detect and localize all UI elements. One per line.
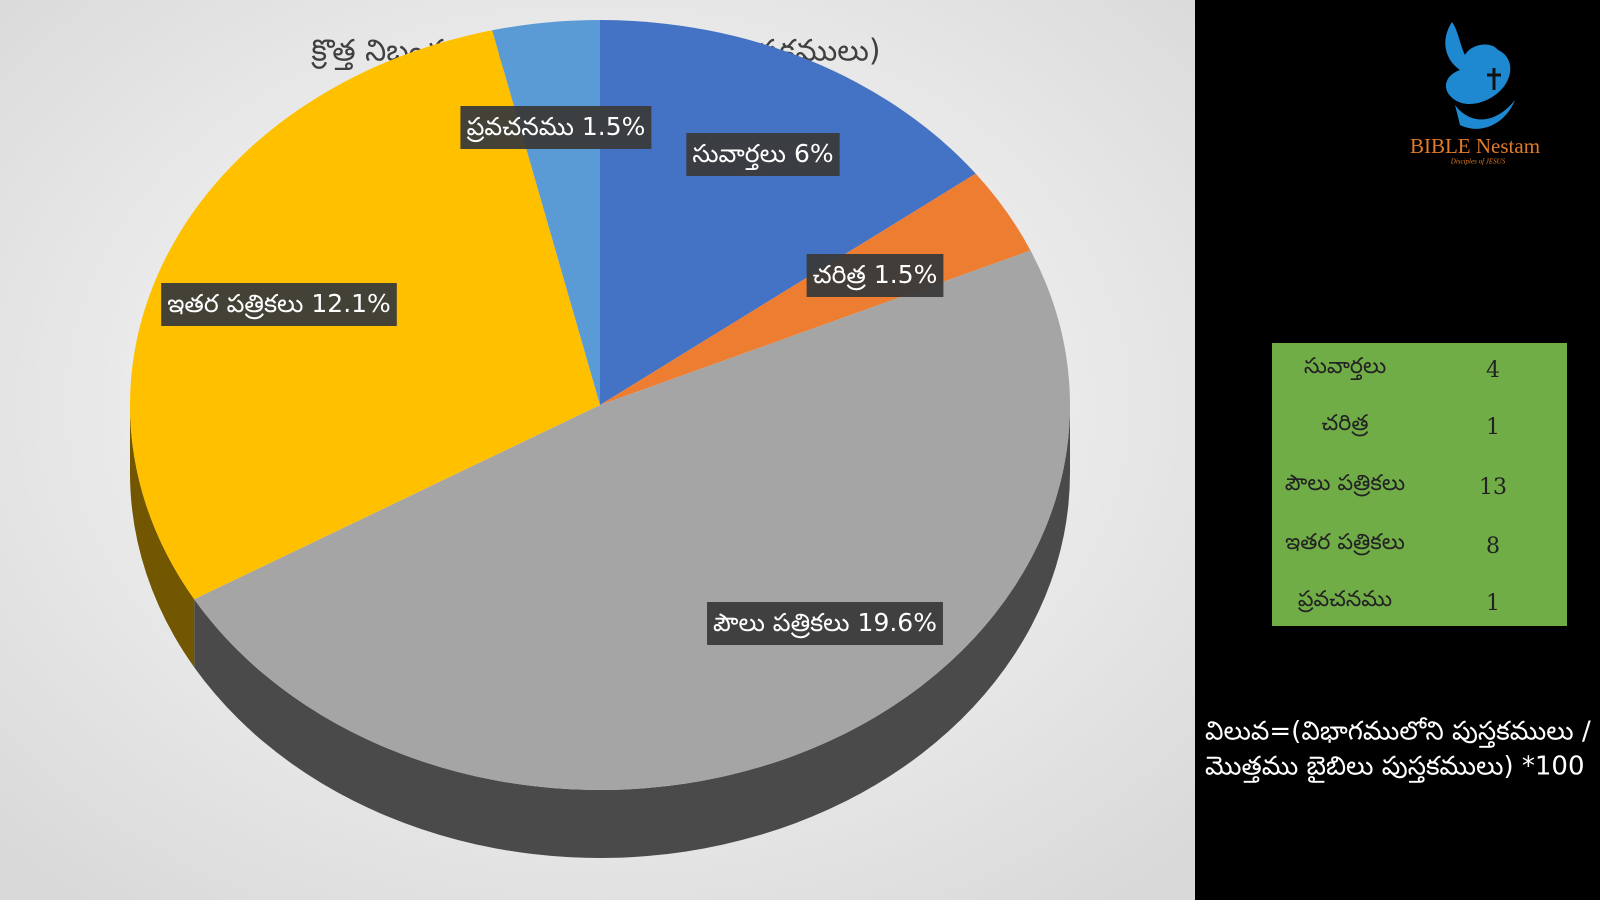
formula-line: మొత్తము బైబిలు పుస్తకములు) *100 (1205, 752, 1584, 784)
data-label-value: 6% (794, 139, 834, 168)
data-label: పౌలు పత్రికలు 19.6% (707, 602, 943, 645)
data-label-category: ప్రవచనము (466, 112, 573, 143)
table-category: చరిత్ర (1322, 411, 1369, 437)
data-label-category: సువార్తలు (692, 139, 786, 170)
data-label-box (161, 283, 397, 326)
data-label-value: 1.5% (874, 260, 938, 289)
data-label-category: పౌలు పత్రికలు (713, 608, 850, 639)
pie-slice (194, 250, 1070, 791)
slice-side (130, 405, 195, 668)
table-background (1272, 343, 1567, 626)
table: సువార్తలు 4 చరిత్ర 1 పౌలు పత్రికలు 13 ఇతర పత్ర… (1285, 354, 1507, 616)
data-label: సువార్తలు 6% (686, 133, 840, 176)
data-label-value: 12.1% (311, 289, 390, 318)
data-labels: సువార్తలు 6% చరిత్ర 1.5% పౌలు పత్రికలు 19.6% ఇ… (161, 106, 944, 645)
table-count: 13 (1479, 475, 1507, 500)
data-label-box (686, 133, 840, 176)
table-category: పౌలు పత్రికలు (1285, 471, 1405, 497)
table-category: ఇతర పత్రికలు (1285, 530, 1405, 556)
data-label-text: ఇతర పత్రికలు 12.1% (167, 289, 391, 320)
logo-name: BIBLE Nestam (1410, 134, 1540, 158)
logo-cross (1487, 68, 1501, 90)
data-label: ప్రవచనము 1.5% (460, 106, 652, 149)
data-label-box (460, 106, 652, 149)
table-count: 8 (1486, 534, 1500, 559)
data-label-category: చరిత్ర (813, 260, 866, 291)
logo-hand (1455, 100, 1515, 129)
data-label-text: చరిత్ర 1.5% (813, 260, 938, 291)
data-label: చరిత్ర 1.5% (806, 254, 944, 297)
data-label-box (707, 602, 943, 645)
data-label-text: సువార్తలు 6% (692, 139, 833, 170)
logo: BIBLE Nestam Disciples of JESUS (1410, 22, 1540, 166)
data-label-value: 1.5% (582, 112, 646, 141)
table-category: సువార్తలు (1304, 354, 1386, 380)
slice-side (194, 405, 1070, 858)
data-label-box (806, 254, 944, 297)
pie-slice (600, 20, 976, 405)
data-label-text: ప్రవచనము 1.5% (466, 112, 645, 143)
data-label-category: ఇతర పత్రికలు (167, 289, 303, 320)
logo-tagline: Disciples of JESUS (1450, 158, 1506, 166)
data-label: ఇతర పత్రికలు 12.1% (161, 283, 397, 326)
data-label-value: 19.6% (858, 608, 937, 637)
table-count: 4 (1486, 358, 1500, 383)
table-category: ప్రవచనము (1297, 587, 1392, 613)
table-count: 1 (1486, 415, 1500, 440)
formula-line: విలువ=(విభాగములోని పుస్తకములు / (1205, 717, 1591, 749)
data-label-text: పౌలు పత్రికలు 19.6% (713, 608, 937, 639)
table-count: 1 (1486, 591, 1500, 616)
